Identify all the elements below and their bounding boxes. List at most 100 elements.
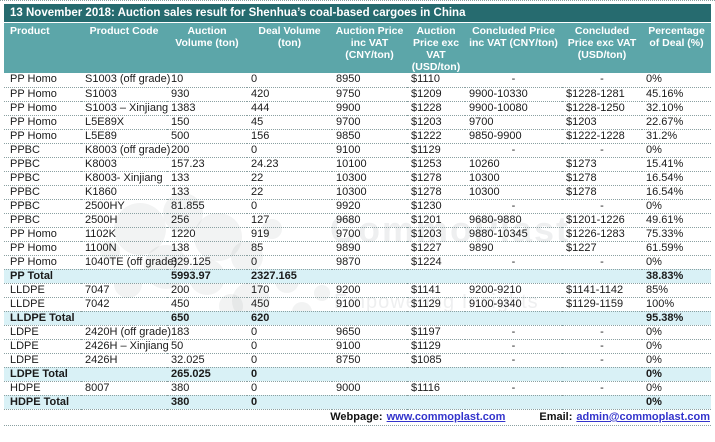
cell: 0% [642, 381, 711, 396]
cell: 45 [247, 115, 332, 130]
table-row: LDPE 2420H (off grade) 183 0 9650 $1197- -0% [4, 325, 711, 340]
cell: 156 [247, 129, 332, 144]
cell: 0 [247, 395, 332, 410]
cell: 150 [167, 115, 247, 130]
cell: 16.54% [642, 171, 711, 186]
cell: 0% [642, 395, 711, 410]
cell: 22.67% [642, 115, 711, 130]
cell: 380 [167, 381, 247, 396]
cell: 2420H (off grade) [81, 325, 171, 340]
cell: 138 [167, 241, 247, 256]
cell [407, 395, 465, 410]
cell: 157.23 [167, 157, 247, 172]
cell [81, 395, 167, 410]
cell: 0% [642, 325, 711, 340]
table-row: PPBC 2500H 256 127 9680 $1201 9680-9880 $1201-1… [4, 213, 711, 228]
cell: $1203 [407, 227, 465, 242]
cell: - [465, 199, 562, 214]
cell: 0 [247, 73, 332, 88]
email-link[interactable]: admin@commoplast.com [576, 411, 710, 423]
cell: $1201-1226 [562, 213, 642, 228]
header-cell: Auction Price inc VAT (CNY/ton) [332, 23, 407, 73]
cell: PP Total [4, 269, 81, 284]
header-cell: Product Code [81, 23, 167, 73]
cell: 2426H – Xinjiang [81, 339, 169, 354]
cell: 200 [167, 143, 247, 158]
cell: - [562, 325, 642, 340]
cell: 9100 [332, 297, 407, 312]
table-row: PPBC K1860 133 22 10300 $1278 10300 $1278 16.54% [4, 185, 711, 200]
cell: 2500H [81, 213, 167, 228]
cell: PPBC [4, 213, 81, 228]
cell: $1273 [562, 157, 642, 172]
table-row: LLDPE 7047 200 170 9200 $1141 9200-9210 $1141-1… [4, 283, 711, 298]
cell: 9880-10345 [465, 227, 562, 242]
cell: $1228 [407, 101, 465, 116]
cell: 61.59% [642, 241, 711, 256]
cell: $1085 [407, 353, 465, 368]
cell: $1230 [407, 199, 465, 214]
header-row: Product Product Code Auction Volume (ton) D… [4, 23, 711, 73]
cell: $1222-1228 [562, 129, 642, 144]
cell: 2500HY [81, 199, 167, 214]
cell: 0 [247, 199, 332, 214]
table-row: LLDPE 7042 450 450 9100 $1129 9100-9340 $1129-1… [4, 297, 711, 312]
cell: $1222 [407, 129, 465, 144]
cell: 10 [167, 73, 247, 88]
cell: HDPE Total [4, 395, 81, 410]
cell: 500 [167, 129, 247, 144]
cell [465, 367, 562, 382]
cell: 9100 [332, 143, 407, 158]
cell: L5E89 [81, 129, 167, 144]
cell: 10300 [465, 171, 562, 186]
cell: 9200-9210 [465, 283, 562, 298]
cell: PPBC [4, 171, 81, 186]
cell: PPBC [4, 199, 81, 214]
cell: 15.41% [642, 157, 711, 172]
cell: - [465, 325, 562, 340]
table-row: HDPE 8007 380 0 9000 $1116- -0% [4, 381, 711, 396]
cell: 9700 [332, 115, 407, 130]
cell: 9850-9900 [465, 129, 562, 144]
cell: $1129 [407, 143, 465, 158]
cell: $1197 [407, 325, 465, 340]
cell: 9890 [465, 241, 562, 256]
header-cell: Percentage of Deal (%) [642, 23, 711, 73]
table-row: PPBC K8003- Xinjiang 133 22 10300 $1278 10300 $… [4, 171, 711, 186]
cell: 75.33% [642, 227, 711, 242]
cell: $1129 [407, 339, 465, 354]
total-row: LLDPE Total 650 620 95.38% [4, 311, 711, 326]
cell: 200 [167, 283, 247, 298]
total-row: LDPE Total 265.025 0 0% [4, 367, 711, 382]
cell: PPBC [4, 185, 81, 200]
cell: 32.10% [642, 101, 711, 116]
cell: 9650 [332, 325, 407, 340]
cell: 0 [247, 325, 332, 340]
cell: 10300 [332, 171, 407, 186]
cell: 7042 [81, 297, 167, 312]
cell: LLDPE [4, 297, 81, 312]
cell: $1203 [407, 115, 465, 130]
cell: 85 [247, 241, 332, 256]
cell [81, 367, 167, 382]
cell: K8003 [81, 157, 167, 172]
cell: 2426H [81, 353, 167, 368]
cell: 1040TE (off grade) [81, 255, 177, 270]
cell: $1141 [407, 283, 465, 298]
cell: 0% [642, 199, 711, 214]
cell: 1383 [167, 101, 247, 116]
cell: 127 [247, 213, 332, 228]
cell [81, 311, 167, 326]
cell: LDPE [4, 325, 81, 340]
total-row: PP Total 5993.97 2327.165 38.83% [4, 269, 711, 284]
cell: $1228-1250 [562, 101, 642, 116]
cell [407, 367, 465, 382]
cell: PP Homo [4, 227, 81, 242]
cell [562, 367, 642, 382]
cell: PP Homo [4, 87, 81, 102]
webpage-link[interactable]: www.commoplast.com [386, 411, 506, 423]
cell: - [562, 381, 642, 396]
cell: 45.16% [642, 87, 711, 102]
cell: 85% [642, 283, 711, 298]
cell: $1228-1281 [562, 87, 642, 102]
